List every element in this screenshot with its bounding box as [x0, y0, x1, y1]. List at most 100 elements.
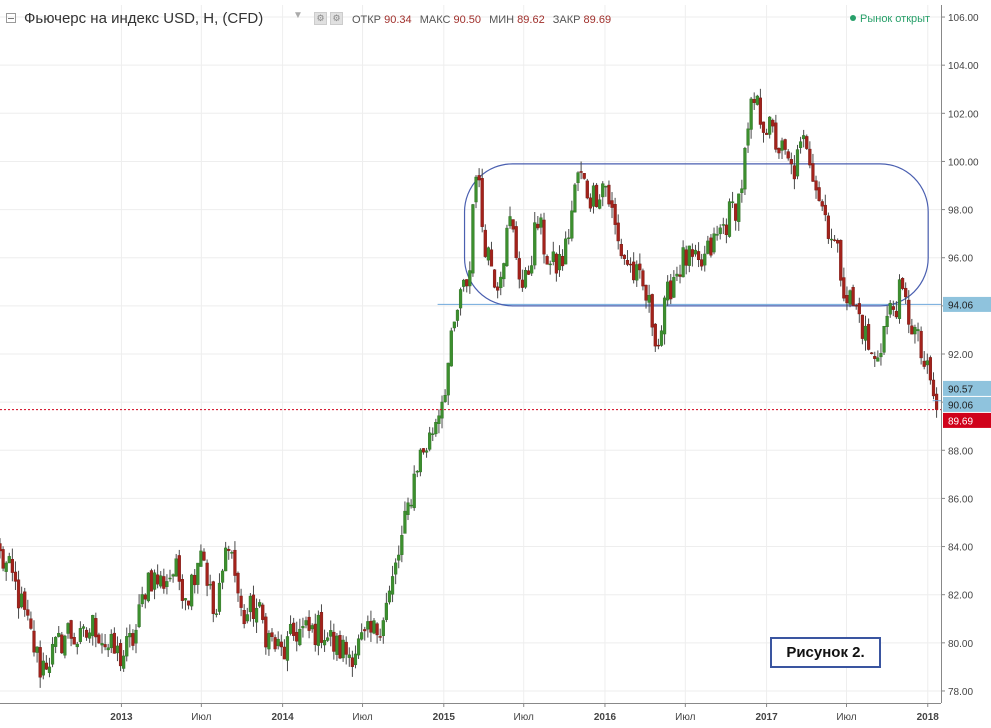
candle-up	[913, 327, 917, 335]
candle-down	[313, 623, 317, 646]
candle-down	[236, 572, 240, 594]
candle-up	[128, 633, 132, 638]
open-label: ОТКР	[352, 14, 382, 26]
candle-up	[746, 128, 750, 146]
candle-up	[220, 570, 225, 583]
candle-up	[196, 562, 200, 585]
candle-up	[217, 582, 222, 612]
candle-down	[845, 295, 849, 304]
collapse-icon[interactable]	[6, 13, 16, 23]
candle-up	[322, 640, 327, 646]
candle-up	[81, 626, 86, 629]
candle-down	[582, 173, 586, 179]
candle-up	[199, 550, 203, 567]
candle-down	[292, 622, 296, 636]
candle-up	[100, 643, 104, 646]
candle-up	[548, 263, 552, 266]
candle-up	[486, 247, 490, 261]
channel-rectangle[interactable]	[463, 163, 929, 307]
candle-up	[47, 666, 52, 673]
candle-up	[406, 502, 410, 515]
candle-up	[635, 264, 639, 281]
y-tick-label: 82.00	[948, 591, 973, 602]
candle-up	[137, 604, 141, 627]
candle-down	[239, 595, 243, 608]
low-label: МИН	[489, 14, 515, 26]
candle-up	[54, 636, 58, 647]
candle-up	[415, 470, 419, 473]
candle-up	[106, 647, 110, 651]
candle-up	[394, 562, 398, 575]
candle-down	[786, 151, 790, 159]
candle-up	[715, 234, 719, 236]
candle-down	[295, 631, 299, 642]
candle-up	[882, 325, 886, 353]
symbol-title[interactable]: Фьючерс на индекс USD, Н, (CFD)	[24, 10, 264, 27]
open-value: 90.34	[384, 14, 412, 26]
candle-up	[152, 572, 157, 590]
candle-down	[84, 629, 89, 638]
candle-down	[774, 122, 778, 150]
candle-up	[301, 626, 305, 629]
candle-up	[168, 577, 172, 580]
candle-down	[23, 591, 27, 610]
gear-icon[interactable]: ⚙	[330, 12, 343, 25]
y-tick-label: 100.00	[948, 157, 979, 168]
candle-down	[363, 629, 367, 632]
candle-down	[517, 258, 521, 280]
candle-down	[684, 249, 688, 266]
candle-down	[641, 270, 645, 287]
candle-up	[360, 632, 364, 640]
candle-up	[134, 629, 138, 644]
candle-down	[894, 310, 899, 318]
x-tick-label: 2018	[917, 712, 940, 723]
candle-up	[387, 590, 392, 603]
candle-down	[817, 187, 821, 201]
candle-up	[601, 183, 605, 198]
candle-up	[372, 620, 376, 634]
market-status-text: Рынок открыт	[860, 13, 931, 25]
candle-up	[326, 637, 330, 641]
candle-down	[514, 226, 518, 259]
candle-down	[131, 633, 135, 646]
chevron-down-icon[interactable]: ▼	[293, 10, 303, 21]
candle-down	[261, 604, 265, 620]
candle-down	[554, 253, 558, 274]
candle-down	[690, 249, 694, 257]
candle-down	[851, 287, 855, 306]
candle-up	[109, 633, 113, 649]
candle-down	[264, 616, 268, 648]
candle-up	[35, 646, 39, 653]
candle-down	[378, 636, 382, 638]
price-badge	[943, 296, 991, 312]
candle-down	[545, 256, 549, 265]
candle-up	[885, 315, 889, 328]
candle-down	[789, 159, 793, 165]
candle-down	[919, 330, 923, 359]
candle-down	[628, 263, 633, 266]
candle-up	[316, 614, 320, 646]
candle-down	[625, 260, 630, 265]
candle-down	[10, 558, 14, 573]
candle-down	[696, 251, 701, 261]
y-tick-label: 102.00	[948, 109, 979, 120]
candle-up	[455, 309, 460, 321]
y-tick-label: 78.00	[948, 687, 973, 698]
candle-down	[44, 662, 48, 670]
candle-up	[863, 325, 868, 341]
settings-icon[interactable]: ⚙	[314, 12, 327, 25]
candle-down	[610, 200, 614, 208]
candle-up	[146, 572, 150, 602]
candle-up	[434, 422, 438, 435]
candle-up	[462, 279, 466, 287]
candle-up	[437, 415, 441, 424]
candle-up	[20, 593, 24, 608]
candle-up	[418, 449, 422, 473]
candle-up	[409, 504, 413, 507]
candle-down	[910, 325, 914, 335]
candle-down	[1, 549, 5, 569]
candle-up	[591, 185, 596, 207]
candle-down	[205, 562, 209, 586]
x-tick-label: 2016	[594, 712, 617, 723]
